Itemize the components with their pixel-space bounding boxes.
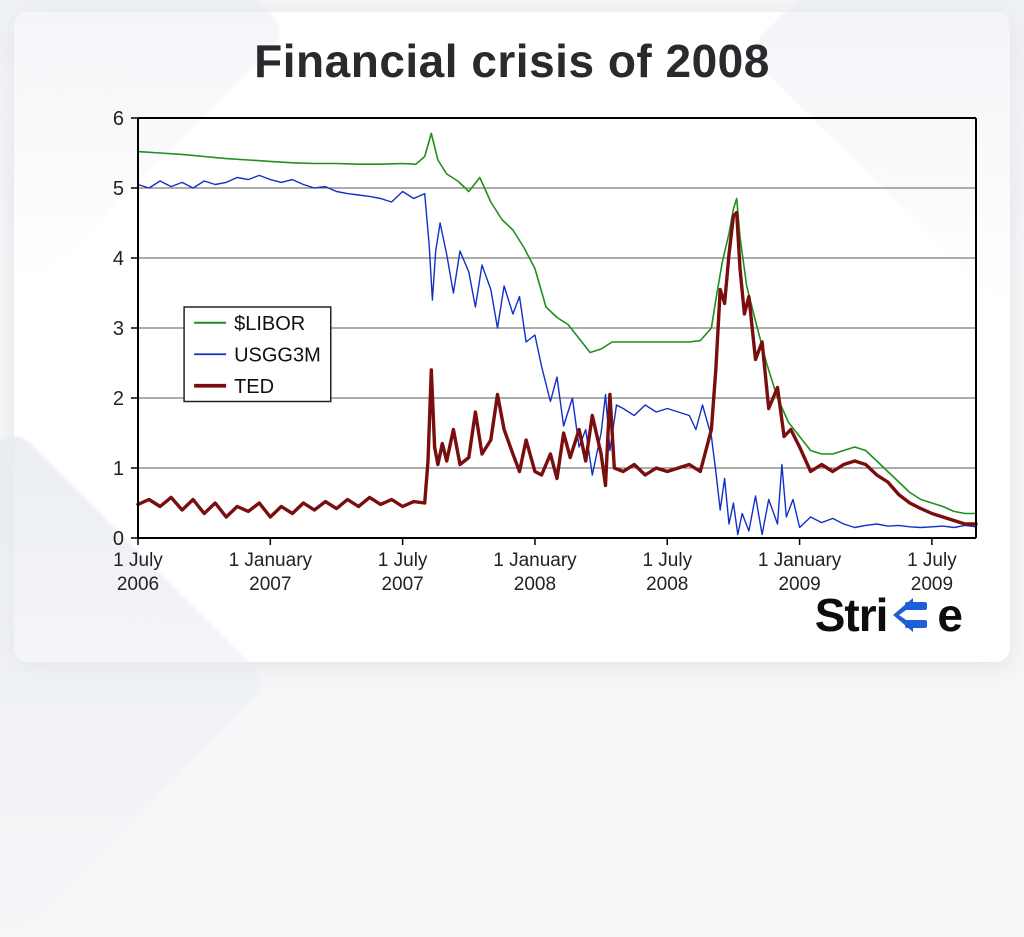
chart-card: Financial crisis of 2008 01234561 July20… bbox=[14, 12, 1010, 662]
brand-logo: Stri e bbox=[815, 588, 962, 642]
svg-text:2008: 2008 bbox=[514, 574, 556, 595]
logo-text-2: e bbox=[937, 588, 962, 642]
svg-text:USGG3M: USGG3M bbox=[234, 344, 321, 366]
svg-text:2007: 2007 bbox=[381, 574, 423, 595]
svg-text:2: 2 bbox=[113, 388, 124, 410]
svg-text:2008: 2008 bbox=[646, 574, 688, 595]
svg-text:1 January: 1 January bbox=[493, 550, 577, 571]
svg-text:2007: 2007 bbox=[249, 574, 291, 595]
logo-arrow-icon bbox=[883, 592, 943, 638]
svg-text:1 July: 1 July bbox=[642, 550, 692, 571]
svg-text:6: 6 bbox=[113, 108, 124, 130]
svg-text:$LIBOR: $LIBOR bbox=[234, 313, 305, 335]
svg-text:1 July: 1 July bbox=[907, 550, 957, 571]
svg-text:3: 3 bbox=[113, 318, 124, 340]
svg-text:4: 4 bbox=[113, 248, 124, 270]
logo-text: Stri bbox=[815, 588, 888, 642]
svg-text:TED: TED bbox=[234, 376, 274, 398]
svg-text:1 January: 1 January bbox=[758, 550, 842, 571]
svg-text:1 July: 1 July bbox=[113, 550, 163, 571]
svg-text:5: 5 bbox=[113, 178, 124, 200]
svg-text:2006: 2006 bbox=[117, 574, 159, 595]
svg-text:1 July: 1 July bbox=[378, 550, 428, 571]
svg-text:1 January: 1 January bbox=[229, 550, 313, 571]
chart-area: 0 1 2 3 4 5 6 1 July 2006 1 January 2007 1 July 2007… bbox=[14, 12, 1010, 662]
svg-text:0: 0 bbox=[113, 528, 124, 550]
svg-text:1: 1 bbox=[113, 458, 124, 480]
